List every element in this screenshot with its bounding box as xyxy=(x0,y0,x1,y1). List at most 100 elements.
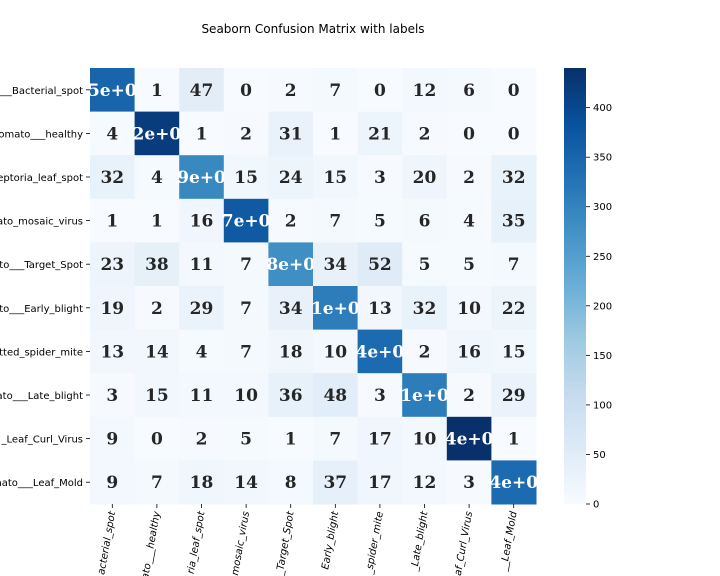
heatmap-cell xyxy=(491,373,537,418)
column-tick-label: _Late_blight xyxy=(409,510,431,573)
cell-value-label: 10 xyxy=(323,342,347,362)
heatmap-cell xyxy=(90,286,136,331)
heatmap-cell xyxy=(402,416,448,461)
cell-value-label: 0 xyxy=(374,81,386,101)
heatmap-cell xyxy=(268,416,314,461)
heatmap-cell xyxy=(134,286,180,331)
heatmap-grid: 5e+0 1 47 0 2 7 0 12 6 04 2e+0 1 2 31 1 21 2 0 032 4 9e+0 15 2… xyxy=(88,68,538,505)
heatmap-cell xyxy=(90,111,136,156)
cell-value-label: 17 xyxy=(368,473,392,493)
cell-value-label: 2 xyxy=(196,430,208,450)
cell-value-label: 1 xyxy=(508,430,520,450)
heatmap-cell xyxy=(268,460,314,505)
heatmap-cell xyxy=(313,416,359,461)
cell-value-label: 0 xyxy=(240,81,252,101)
cell-value-label: 14 xyxy=(234,473,258,493)
cell-value-label: 4e+0 xyxy=(356,342,405,362)
row-tick-label: ato___Early_blight xyxy=(0,304,83,315)
heatmap-cell xyxy=(402,329,448,374)
column-tick-label: ato___healthy xyxy=(140,510,163,576)
cell-value-label: 1 xyxy=(285,430,297,450)
heatmap-cell xyxy=(90,373,136,418)
heatmap-cell xyxy=(313,286,359,331)
row-tick-label: ato_mosaic_virus xyxy=(0,217,83,228)
cell-value-label: 14 xyxy=(145,342,169,362)
cell-value-label: 4e+0 xyxy=(489,473,538,493)
cell-value-label: 19 xyxy=(100,299,124,319)
cell-value-label: 3 xyxy=(374,386,386,406)
cell-value-label: 10 xyxy=(457,299,481,319)
heatmap-cell xyxy=(134,68,180,113)
heatmap-cell xyxy=(179,155,225,200)
cell-value-label: 15 xyxy=(502,342,526,362)
cell-value-label: 17 xyxy=(368,430,392,450)
column-tick-label: Early_blight xyxy=(320,510,341,571)
heatmap-cell xyxy=(491,416,537,461)
heatmap-cell xyxy=(223,68,269,113)
cell-value-label: 0 xyxy=(463,124,475,144)
cell-value-label: 9 xyxy=(106,430,118,450)
cell-value-label: 4 xyxy=(151,168,163,188)
colorbar-gradient xyxy=(564,68,586,504)
heatmap-cell xyxy=(268,286,314,331)
cell-value-label: 5 xyxy=(240,430,252,450)
cell-value-label: 4 xyxy=(106,124,118,144)
cell-value-label: 7 xyxy=(240,255,252,275)
heatmap-cell xyxy=(134,198,180,243)
cell-value-label: 7 xyxy=(240,342,252,362)
row-tick-label: tted_spider_mite xyxy=(0,347,83,358)
cell-value-label: 10 xyxy=(234,386,258,406)
heatmap-cell xyxy=(491,460,537,505)
heatmap-cell xyxy=(313,242,359,287)
heatmap-cell xyxy=(179,286,225,331)
cell-value-label: 21 xyxy=(368,124,392,144)
chart-title: Seaborn Confusion Matrix with labels xyxy=(201,22,424,36)
colorbar-tick-label: 300 xyxy=(593,202,612,213)
cell-value-label: 22 xyxy=(502,299,526,319)
cell-value-label: 2 xyxy=(151,299,163,319)
heatmap-cell xyxy=(402,373,448,418)
cell-value-label: 47 xyxy=(190,81,214,101)
heatmap-cell xyxy=(402,242,448,287)
heatmap-cell xyxy=(357,329,403,374)
heatmap-cell xyxy=(134,416,180,461)
heatmap-cell xyxy=(402,460,448,505)
heatmap-cell xyxy=(402,155,448,200)
colorbar-tick-label: 100 xyxy=(593,400,612,411)
column-tick-label: af_Curl_Virus xyxy=(453,511,475,576)
heatmap-cell xyxy=(446,460,492,505)
heatmap-cell xyxy=(179,373,225,418)
heatmap-cell xyxy=(179,111,225,156)
heatmap-cell xyxy=(491,155,537,200)
cell-value-label: 5 xyxy=(463,255,475,275)
heatmap-cell xyxy=(313,68,359,113)
cell-value-label: 2 xyxy=(240,124,252,144)
colorbar-tick-label: 350 xyxy=(593,153,612,164)
cell-value-label: 12 xyxy=(413,473,437,493)
row-tick-label: ato___Late_blight xyxy=(0,391,83,402)
heatmap-cell xyxy=(179,460,225,505)
cell-value-label: 34 xyxy=(323,255,347,275)
heatmap-cell xyxy=(134,460,180,505)
cell-value-label: 0 xyxy=(151,430,163,450)
cell-value-label: 11 xyxy=(190,386,214,406)
heatmap-cell xyxy=(402,286,448,331)
heatmap-cell xyxy=(268,373,314,418)
cell-value-label: 35 xyxy=(502,212,526,232)
cell-value-label: 18 xyxy=(190,473,214,493)
cell-value-label: 29 xyxy=(502,386,526,406)
heatmap-cell xyxy=(179,329,225,374)
cell-value-label: 11 xyxy=(190,255,214,275)
heatmap-cell xyxy=(402,111,448,156)
cell-value-label: 1e+0 xyxy=(400,386,449,406)
colorbar-tick-label: 0 xyxy=(593,500,599,511)
cell-value-label: 2e+0 xyxy=(133,124,182,144)
cell-value-label: 8e+0 xyxy=(266,255,315,275)
cell-value-label: 38 xyxy=(145,255,169,275)
heatmap-cell xyxy=(313,198,359,243)
heatmap-cell xyxy=(134,373,180,418)
cell-value-label: 29 xyxy=(190,299,214,319)
cell-value-label: 13 xyxy=(100,342,124,362)
heatmap-cell xyxy=(268,111,314,156)
heatmap-cell xyxy=(357,416,403,461)
